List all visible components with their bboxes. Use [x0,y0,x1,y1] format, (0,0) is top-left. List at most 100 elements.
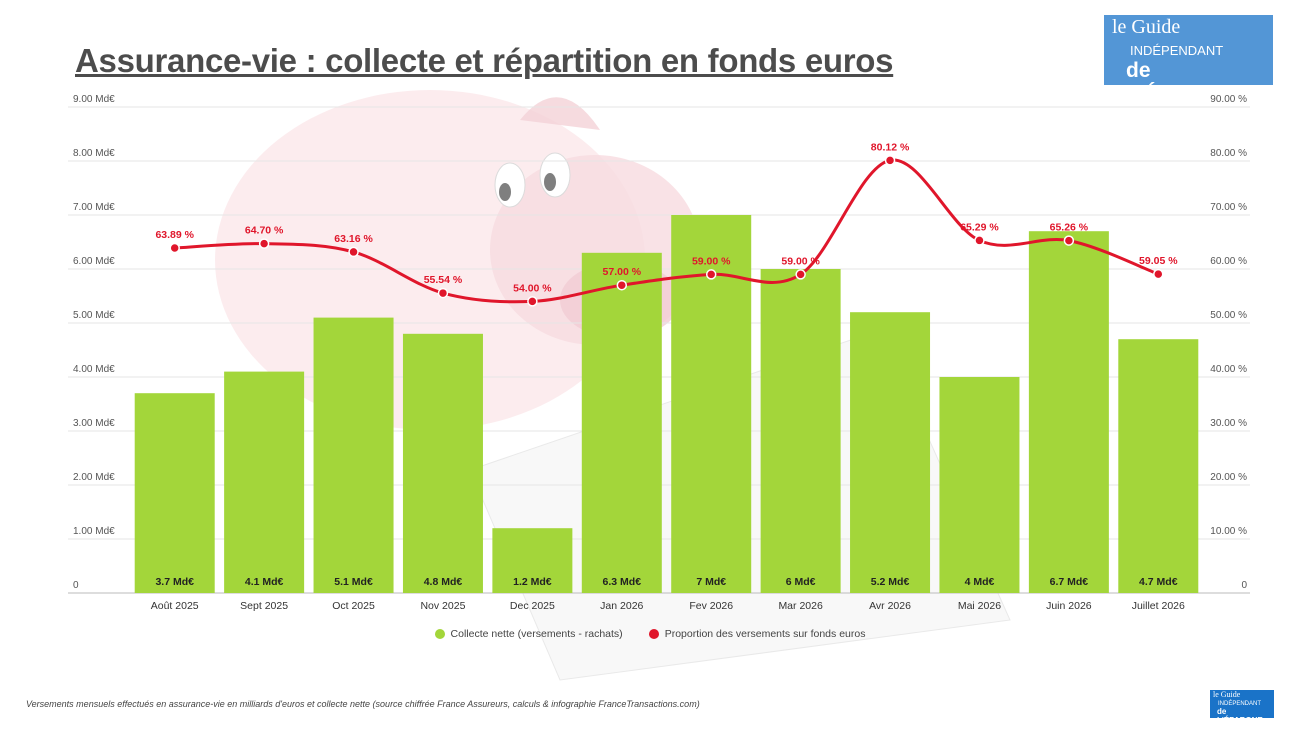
line-point [527,296,538,307]
line-value-label: 63.16 % [334,233,373,245]
y-left-tick-label: 8.00 Md€ [73,148,115,159]
x-tick-label: Mar 2026 [778,600,823,612]
line-point [437,287,449,299]
line-value-label: 59.00 % [692,255,731,267]
y-left-tick-label: 9.00 Md€ [73,94,115,105]
bar-value-label: 7 Md€ [696,576,726,588]
bar [402,333,483,593]
legend-item-line: Proportion des versements sur fonds euro… [648,628,866,640]
line-point [1153,268,1164,280]
line-value-label: 57.00 % [603,266,642,278]
x-tick-label: Oct 2025 [332,600,375,612]
x-tick-label: Jan 2026 [600,600,643,612]
source-caption: Versements mensuels effectués en assuran… [26,699,700,709]
x-tick-label: Sept 2025 [240,600,288,612]
y-right-tick-label: 30.00 % [1210,418,1247,429]
bar-value-label: 4.7 Md€ [1139,576,1178,588]
logo-small-line1: le Guide [1213,690,1241,699]
y-left-tick-label: 7.00 Md€ [73,202,115,213]
y-right-tick-label: 90.00 % [1210,94,1247,105]
chart-labels: 0 1.00 Md€ 2.00 Md€ 3.00 Md€ 4.00 Md€ 5.00 Md… [73,94,1247,612]
pig-pupil-left [499,183,511,201]
bar [134,393,215,593]
x-tick-label: Fev 2026 [689,600,733,612]
bar [760,269,841,593]
y-right-tick-label: 40.00 % [1210,364,1247,375]
bar-value-label: 4.8 Md€ [424,576,463,588]
y-right-tick-label: 60.00 % [1210,256,1247,267]
bar-value-label: 6 Md€ [786,576,816,588]
logo-small-line2: INDÉPENDANT [1218,701,1262,707]
line-value-label: 55.54 % [424,274,463,286]
x-tick-label: Juin 2026 [1046,600,1092,612]
line-point [974,235,985,246]
line-point [795,269,806,280]
bar [313,317,394,593]
bar-value-label: 5.1 Md€ [334,576,373,588]
bar [1028,231,1109,593]
y-right-tick-label: 70.00 % [1210,202,1247,213]
line-value-label: 59.05 % [1139,255,1178,267]
bar [224,371,305,593]
y-right-tick-label: 10.00 % [1210,526,1247,537]
bar [939,377,1020,593]
line-point [1063,235,1075,246]
y-left-tick-label: 6.00 Md€ [73,256,115,267]
bar-value-label: 6.7 Md€ [1050,576,1089,588]
line-point [348,246,359,258]
x-tick-label: Juillet 2026 [1132,600,1185,612]
line-value-label: 63.89 % [155,229,194,241]
pig-ear [520,97,600,130]
y-right-tick-label: 20.00 % [1210,472,1247,483]
y-right-tick-label: 80.00 % [1210,148,1247,159]
bar [850,312,931,593]
x-tick-label: Avr 2026 [869,600,911,612]
legend-label-bars: Collecte nette (versements - rachats) [450,628,623,640]
legend-swatch-bars [434,629,445,639]
y-right-tick-label: 0 [1241,580,1247,591]
line-point [884,155,896,166]
page-title: Assurance-vie : collecte et répartition … [75,42,894,79]
logo-small-line3: de L'ÉPARGNE [1217,707,1263,718]
bar-value-label: 3.7 Md€ [155,576,194,588]
x-tick-label: Nov 2025 [420,600,465,612]
y-left-tick-label: 5.00 Md€ [73,310,115,321]
y-left-tick-label: 2.00 Md€ [73,472,115,483]
y-left-tick-label: 4.00 Md€ [73,364,115,375]
logo-line1: le Guide [1112,16,1181,38]
brand-logo-small: le Guide INDÉPENDANT de L'ÉPARGNE [1210,690,1274,718]
logo-line3: de L'ÉPARGNE [1126,59,1246,85]
line-value-label: 54.00 % [513,282,552,294]
y-left-tick-label: 0 [73,580,79,591]
line-value-label: 65.29 % [960,221,999,233]
line-value-label: 64.70 % [245,225,284,237]
x-tick-label: Mai 2026 [958,600,1001,612]
line-value-label: 59.00 % [781,255,820,267]
bar [492,528,573,593]
legend-swatch-line [648,629,659,639]
legend-label-line: Proportion des versements sur fonds euro… [664,628,866,640]
bar-series [134,215,1199,594]
legend-item-bars: Collecte nette (versements - rachats) [434,628,623,640]
line-point [705,269,717,280]
bar-value-label: 4.1 Md€ [245,576,284,588]
y-left-tick-label: 1.00 Md€ [73,526,115,537]
pig-pupil-right [544,173,556,191]
bar-value-label: 5.2 Md€ [871,576,910,588]
bar [581,252,662,594]
y-right-tick-label: 50.00 % [1210,310,1247,321]
x-tick-label: Août 2025 [151,600,199,612]
bar-value-label: 6.3 Md€ [603,576,642,588]
logo-line2: INDÉPENDANT [1130,43,1224,58]
bar [1118,339,1199,593]
line-value-label: 80.12 % [871,141,910,153]
line-point [169,242,180,254]
bar-value-label: 1.2 Md€ [513,576,552,588]
bar-value-label: 4 Md€ [965,576,995,588]
line-point [258,238,270,249]
brand-logo: le Guide INDÉPENDANT de L'ÉPARGNE [1104,15,1273,85]
line-point [616,279,628,291]
chart-legend: Collecte nette (versements - rachats) Pr… [0,628,1300,640]
line-value-label: 65.26 % [1050,222,1089,234]
